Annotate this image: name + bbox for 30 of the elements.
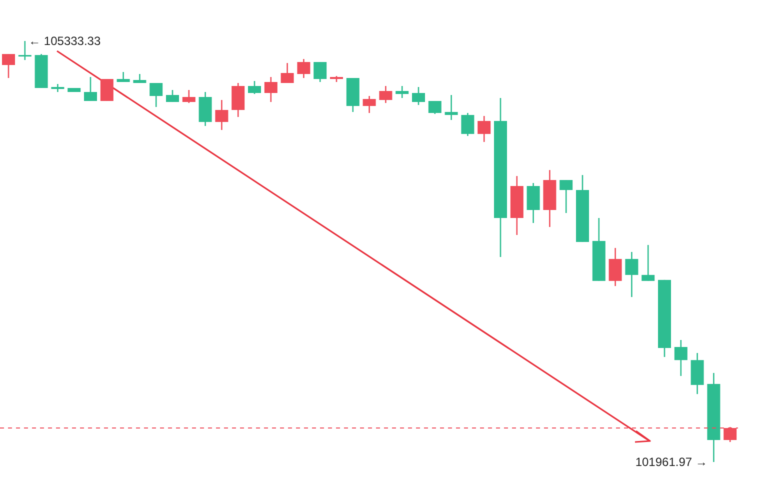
annotation: 101961.97 → — [635, 455, 708, 469]
candlestick — [478, 115, 491, 143]
candlestick — [100, 78, 114, 102]
candlestick — [412, 86, 425, 106]
candlestick — [84, 76, 97, 102]
candlestick — [182, 89, 196, 104]
candlestick — [444, 94, 458, 121]
candlestick — [166, 89, 179, 103]
candlestick — [674, 339, 688, 377]
candlestick — [215, 99, 228, 131]
candlestick — [526, 182, 540, 224]
candlestick — [625, 251, 638, 298]
candlestick — [314, 61, 327, 83]
candlestick — [18, 41, 32, 61]
candlestick — [280, 62, 294, 84]
candlestick — [642, 244, 655, 282]
candlestick — [608, 247, 622, 287]
candlestick — [379, 85, 392, 104]
candlestick — [232, 82, 245, 118]
candlestick — [362, 95, 376, 114]
candlestick — [461, 112, 474, 137]
candlestick — [560, 179, 573, 214]
candlestick — [150, 82, 163, 108]
candlestick — [2, 53, 15, 79]
annotation: ← 105333.33 — [28, 34, 101, 48]
candlestick — [428, 100, 442, 115]
candlestick — [297, 58, 310, 79]
candlestick — [248, 80, 261, 95]
candlestick — [264, 76, 278, 103]
candlestick — [396, 85, 409, 99]
